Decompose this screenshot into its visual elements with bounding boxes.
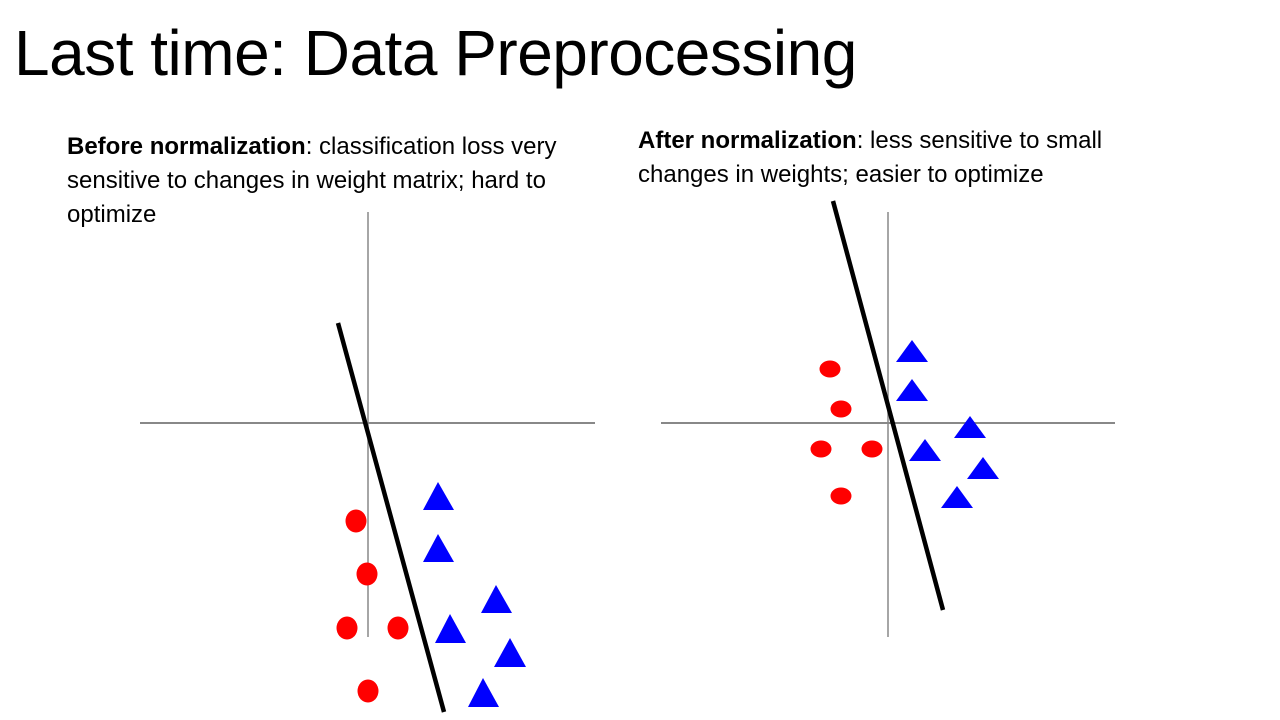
before-normalization-heading: Before normalization <box>67 133 306 160</box>
after-red-point <box>819 360 841 378</box>
before-red-point <box>356 562 378 586</box>
after-normalization-heading: After normalization <box>638 127 857 154</box>
before-blue-triangle <box>435 614 466 643</box>
after-blue-triangle <box>967 457 999 479</box>
before-normalization-description: : classification loss very sensitive to … <box>67 133 557 228</box>
after-red-point <box>830 400 852 418</box>
after-blue-triangle <box>954 416 986 438</box>
after-decision-boundary <box>830 200 946 611</box>
before-red-point <box>345 509 367 533</box>
after-blue-triangle <box>896 340 928 362</box>
slide-title: Last time: Data Preprocessing <box>14 17 857 89</box>
after-red-point <box>830 487 852 505</box>
before-blue-triangle <box>481 585 512 613</box>
after-red-point <box>861 440 883 458</box>
after-blue-triangle <box>909 439 941 461</box>
before-blue-triangle <box>468 678 499 707</box>
after-normalization-caption: After normalization: less sensitive to s… <box>638 124 1198 192</box>
after-blue-triangle <box>896 379 928 401</box>
before-blue-triangle <box>494 638 526 667</box>
after-normalization-description: : less sensitive to small changes in wei… <box>638 127 1103 188</box>
before-red-point <box>336 616 358 640</box>
after-normalization-plot <box>661 200 1115 637</box>
before-normalization-caption: Before normalization: classification los… <box>67 130 567 232</box>
after-blue-triangle <box>941 486 973 508</box>
before-normalization-plot <box>140 212 595 713</box>
before-decision-boundary <box>335 322 447 713</box>
before-red-point <box>357 679 379 703</box>
before-blue-triangle <box>423 482 454 510</box>
before-red-point <box>387 616 409 640</box>
after-red-point <box>810 440 832 458</box>
before-blue-triangle <box>423 534 454 562</box>
